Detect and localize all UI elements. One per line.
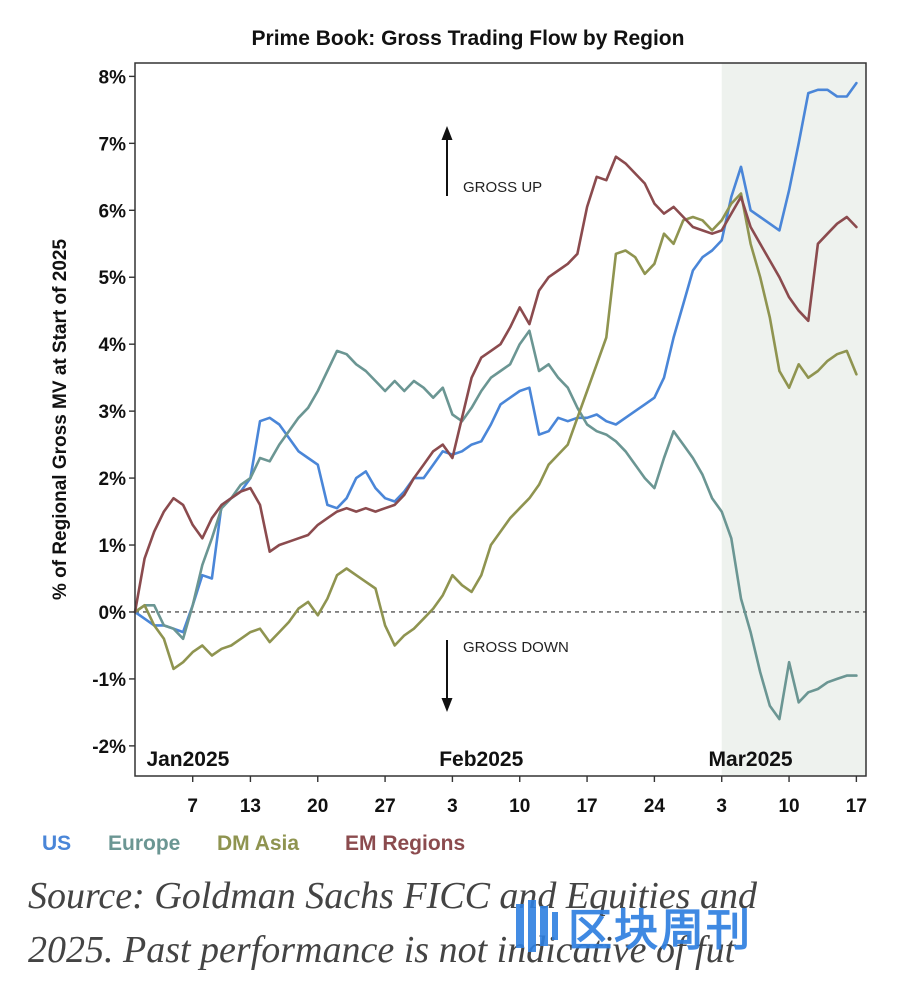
series-line-us	[133, 81, 858, 634]
gross-up-annotation: GROSS UP	[441, 126, 542, 196]
y-tick-label: 7%	[99, 134, 127, 155]
y-tick-label: 6%	[99, 201, 127, 222]
up-arrowhead-icon	[441, 126, 453, 140]
legend-item-us: US	[42, 832, 71, 855]
x-tick-label: 7	[187, 796, 198, 817]
legend-item-em-regions: EM Regions	[345, 832, 465, 855]
x-axis: 7 13 20 27 3 10 17 24 3 10 17	[187, 776, 867, 817]
down-arrowhead-icon	[441, 698, 453, 712]
legend-item-dm-asia: DM Asia	[217, 832, 299, 855]
x-tick-label: 17	[576, 796, 597, 817]
y-axis-label: % of Regional Gross MV at Start of 2025	[50, 239, 71, 601]
y-axis: 8% 7% 6% 5% 4% 3% 2% 1% 0% -1% -2%	[92, 67, 135, 758]
gross-up-label: GROSS UP	[463, 179, 542, 196]
series-line-em-regions	[133, 155, 858, 614]
month-label: Mar2025	[709, 748, 793, 771]
y-tick-label: 4%	[99, 335, 127, 356]
legend-item-europe: Europe	[108, 832, 180, 855]
y-tick-label: 2%	[99, 469, 127, 490]
watermark: 区块周刊	[512, 894, 752, 958]
month-labels: Jan2025 Feb2025 Mar2025	[146, 748, 792, 771]
chart: Prime Book: Gross Trading Flow by Region…	[42, 27, 867, 855]
x-tick-label: 3	[447, 796, 458, 817]
source-line-1: Source: Goldman Sachs FICC and Equities …	[28, 875, 757, 917]
x-tick-label: 20	[307, 796, 328, 817]
x-tick-label: 10	[778, 796, 799, 817]
x-tick-label: 3	[716, 796, 727, 817]
watermark-logo-icon	[516, 900, 558, 952]
x-tick-label: 13	[240, 796, 261, 817]
series-line-europe	[133, 329, 858, 721]
y-tick-label: 5%	[99, 268, 127, 289]
y-tick-label: 0%	[99, 603, 127, 624]
plot-frame	[134, 62, 867, 777]
y-tick-label: 1%	[99, 536, 127, 557]
x-tick-label: 24	[644, 796, 666, 817]
chart-title: Prime Book: Gross Trading Flow by Region	[252, 27, 685, 50]
y-tick-label: 8%	[99, 67, 127, 88]
x-tick-label: 27	[375, 796, 396, 817]
x-tick-label: 10	[509, 796, 530, 817]
y-tick-label: -1%	[92, 670, 126, 691]
gross-down-annotation: GROSS DOWN	[441, 639, 569, 712]
watermark-text: 区块周刊	[568, 905, 752, 956]
shaded-region	[721, 63, 866, 776]
y-tick-label: 3%	[99, 402, 127, 423]
legend: US Europe DM Asia EM Regions	[42, 832, 465, 855]
y-tick-label: -2%	[92, 737, 126, 758]
series-line-dm-asia	[133, 192, 858, 671]
series-layer	[133, 81, 858, 721]
month-label: Feb2025	[439, 748, 523, 771]
month-label: Jan2025	[146, 748, 229, 771]
x-tick-label: 17	[846, 796, 867, 817]
source-line-2: 2025. Past performance is not indicative…	[28, 929, 736, 971]
gross-down-label: GROSS DOWN	[463, 639, 569, 656]
